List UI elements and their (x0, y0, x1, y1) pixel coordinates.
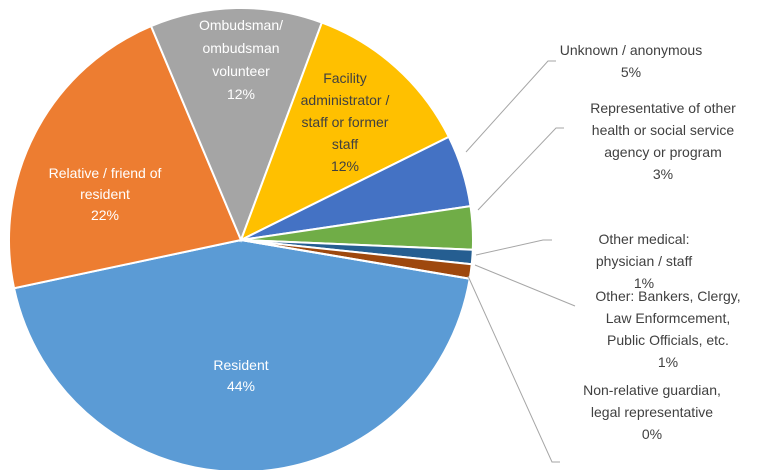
slice-label: Resident 44% (213, 357, 268, 394)
label-line: legal representative (591, 404, 713, 420)
leader-line (475, 239, 552, 256)
label-line: Public Officials, etc. (607, 332, 729, 348)
label-line: Other: Bankers, Clergy, (595, 288, 740, 304)
value-label: 12% (227, 86, 255, 102)
leader-line (465, 60, 556, 153)
leader-line (477, 127, 564, 211)
slice-label: Other: Bankers, Clergy, Law Enformcement,… (595, 288, 740, 370)
value-label: 0% (642, 426, 662, 442)
label-line: Facility (323, 70, 367, 86)
slice-label: Representative of other health or social … (590, 100, 736, 182)
slice-label: Unknown / anonymous 5% (560, 42, 702, 80)
label-line: volunteer (212, 63, 270, 79)
label-line: ombudsman (202, 40, 279, 56)
leader-line (467, 275, 560, 463)
value-label: 5% (621, 64, 641, 80)
label-line: physician / staff (596, 253, 692, 269)
value-label: 22% (91, 207, 119, 223)
leader-line (474, 264, 576, 307)
pie-slice (149, 7, 324, 243)
label-line: staff (332, 136, 358, 152)
label-line: Ombudsman/ (199, 17, 283, 33)
label-line: agency or program (604, 144, 722, 160)
slice-label: Ombudsman/ombudsman volunteer 12% (199, 17, 283, 102)
pie-slice (12, 238, 471, 470)
slice-label: Other medical: physician / staff 1% (596, 231, 692, 291)
label-line: health or social service (592, 122, 735, 138)
label-line: Unknown / anonymous (560, 42, 702, 58)
label-line: staff or former (302, 114, 389, 130)
value-label: 1% (658, 354, 678, 370)
label-line: Relative / friend of (49, 165, 162, 181)
value-label: 12% (331, 158, 359, 174)
label-line: resident (80, 186, 130, 202)
value-label: 1% (634, 275, 654, 291)
value-label: 44% (227, 378, 255, 394)
label-line: Law Enformcement, (606, 310, 731, 326)
slice-label: Non-relative guardian, legal representati… (583, 382, 721, 442)
label-line: administrator / (301, 92, 390, 108)
pie-slice (8, 24, 243, 290)
label-line: Non-relative guardian, (583, 382, 721, 398)
label-line: Other medical: (598, 231, 689, 247)
slice-label: Relative / friend of resident 22% (49, 165, 162, 223)
label-line: Representative of other (590, 100, 736, 116)
label-line: Resident (213, 357, 268, 373)
value-label: 3% (653, 166, 673, 182)
slice-label: Facility administrator / staff or former st… (301, 70, 390, 174)
pie-slice (239, 21, 451, 243)
